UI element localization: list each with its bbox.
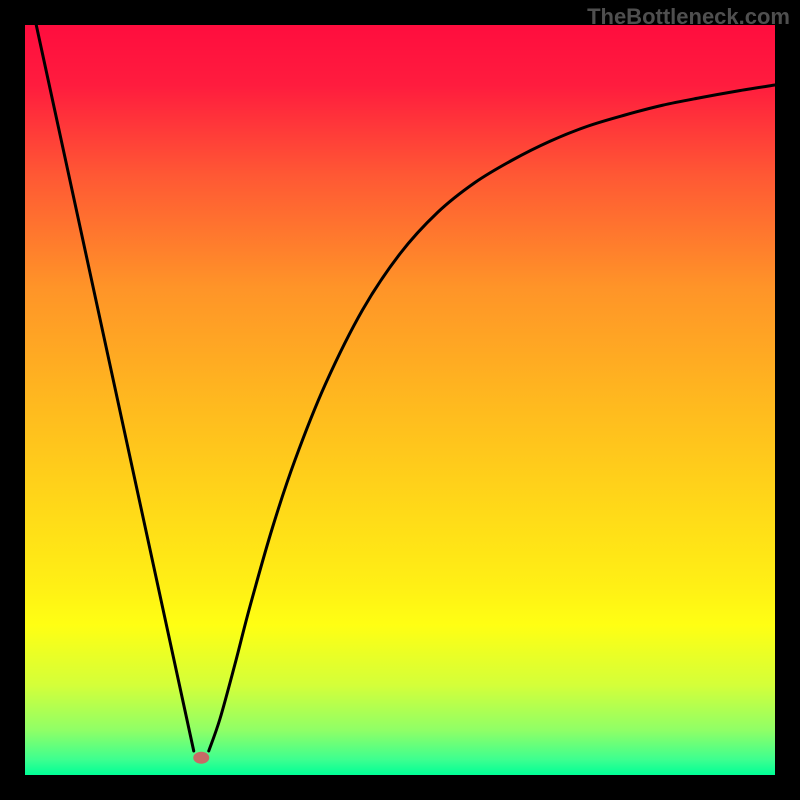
bottleneck-curve [25,25,775,775]
chart-container: { "watermark": "TheBottleneck.com", "cha… [0,0,800,800]
watermark-text: TheBottleneck.com [587,4,790,30]
plot-area [25,25,775,775]
optimal-point-marker [193,752,209,764]
